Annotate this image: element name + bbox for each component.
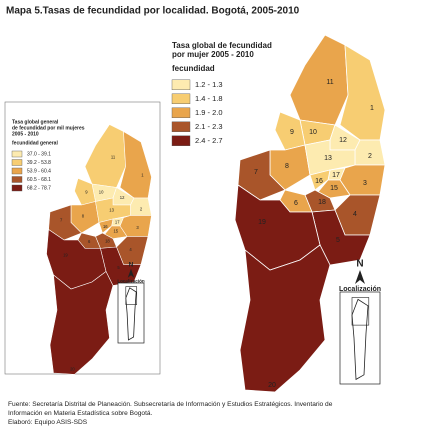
- region-label: 12: [120, 195, 125, 200]
- legend-title: Tasa global de fecundidad: [172, 41, 272, 50]
- region-label: 1: [370, 105, 374, 112]
- region-label: 10: [309, 129, 317, 136]
- legend-swatch: [171, 135, 191, 147]
- legend-swatch: [171, 79, 191, 91]
- region-label: 2: [140, 206, 143, 211]
- legend-swatch: [171, 107, 191, 119]
- region: [49, 271, 114, 375]
- legend-swatch: [171, 121, 191, 133]
- region-label: 8: [285, 163, 289, 170]
- region-label: 11: [326, 79, 333, 86]
- region-label: 19: [258, 219, 266, 226]
- legend-swatch: [11, 167, 23, 175]
- legend-label: 1.4 - 1.8: [195, 94, 223, 103]
- legend-label: 2.4 - 2.7: [195, 136, 223, 145]
- locator-shape: [351, 298, 369, 381]
- region-label: 3: [136, 225, 139, 230]
- locator-title: Localización: [117, 278, 145, 283]
- region-label: 6: [88, 239, 91, 244]
- footer-line: Elaboró: Equipo ASIS-SDS: [8, 419, 88, 426]
- legend-label: 2.1 - 2.3: [195, 122, 223, 131]
- region-label: 18: [318, 199, 326, 206]
- legend-title: por mujer 2005 - 2010: [172, 50, 254, 59]
- north-arrow: [127, 268, 135, 278]
- locator-title: Localización: [339, 286, 381, 293]
- region-label: 16: [315, 178, 323, 185]
- region-label: 6: [294, 200, 298, 207]
- region-label: 8: [82, 213, 85, 218]
- region-label: 17: [115, 220, 120, 225]
- region-label: 15: [113, 229, 118, 234]
- legend-swatch: [171, 93, 191, 105]
- locator-highlight: [351, 297, 370, 326]
- north-label: N: [356, 259, 363, 270]
- region-label: 9: [290, 129, 294, 136]
- legend-swatch: [11, 176, 23, 183]
- legend-title: Tasa global general: [12, 119, 59, 125]
- legend-label: 1.2 - 1.3: [195, 80, 223, 89]
- region-label: 13: [109, 208, 114, 213]
- region-label: 20: [268, 382, 276, 389]
- region-label: 12: [339, 137, 347, 144]
- region-label: 7: [60, 218, 63, 223]
- region-label: 19: [63, 253, 68, 258]
- region-label: 16: [103, 224, 108, 229]
- footer-line: Fuente: Secretaría Distrital de Planeaci…: [8, 401, 333, 408]
- north-arrow: [355, 270, 365, 284]
- locator-highlight: [125, 286, 138, 305]
- region-label: 1: [141, 173, 144, 178]
- legend-subtitle: fecundidad: [172, 64, 215, 73]
- legend-swatch: [11, 150, 23, 158]
- legend-label: 39.2 - 53.8: [27, 160, 51, 166]
- region: [239, 244, 331, 393]
- region: [289, 34, 349, 126]
- region-label: 4: [353, 211, 357, 218]
- legend-swatch: [11, 159, 23, 166]
- region: [317, 179, 351, 199]
- legend-label: 37.0 - 39.1: [27, 151, 51, 157]
- region-label: 17: [332, 172, 340, 179]
- region-label: 10: [99, 190, 104, 195]
- region-label: 5: [117, 265, 120, 270]
- legend-title: 2005 - 2010: [12, 131, 39, 137]
- legend-label: 68.2 - 78.7: [27, 185, 51, 191]
- legend-subtitle: fecundidad general: [12, 140, 58, 146]
- region-label: 7: [254, 169, 258, 176]
- footer-line: Información en Materia Estadística sobre…: [8, 410, 153, 417]
- north-label: N: [129, 262, 134, 269]
- region-label: 15: [330, 185, 338, 192]
- region-label: 18: [105, 239, 110, 244]
- legend-title: de fecundidad por mil mujeres: [12, 125, 85, 131]
- legend-label: 60.5 - 68.1: [27, 177, 51, 183]
- region-label: 5: [336, 237, 340, 244]
- region-label: 2: [368, 153, 372, 160]
- region-label: 9: [85, 190, 88, 195]
- region-label: 13: [324, 155, 332, 162]
- legend-swatch: [11, 184, 23, 192]
- title: Mapa 5.Tasas de fecundidad por localidad…: [6, 6, 300, 17]
- legend-label: 1.9 - 2.0: [195, 108, 223, 117]
- region-label: 20: [70, 367, 75, 372]
- region-label: 11: [111, 155, 116, 160]
- region-label: 3: [363, 180, 367, 187]
- region: [104, 225, 128, 239]
- region-label: 4: [129, 247, 132, 252]
- legend-label: 53.9 - 60.4: [27, 168, 51, 174]
